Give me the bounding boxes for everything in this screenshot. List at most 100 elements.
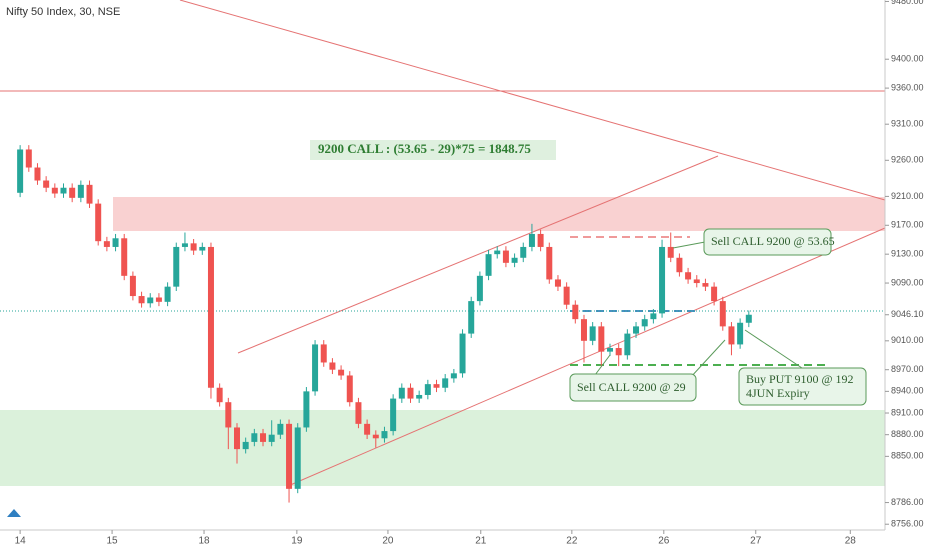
y-tick-label: 8786.00 (891, 497, 924, 507)
chart-title: Nifty 50 Index, 30, NSE (6, 6, 120, 18)
candle-body (598, 326, 605, 352)
candle-body (580, 319, 587, 341)
candle-body (719, 301, 726, 327)
y-tick-label: 9480.00 (891, 0, 924, 6)
candle-body (702, 283, 709, 287)
candle-body (346, 375, 353, 403)
callout (738, 367, 867, 406)
candle-body (520, 246, 527, 258)
candle-body (155, 297, 162, 302)
candle-body (190, 243, 197, 251)
candle-body (112, 238, 119, 247)
candle-body (476, 275, 483, 302)
candle-body (745, 314, 752, 323)
candle-body (398, 387, 405, 399)
candle-body (442, 378, 449, 388)
candle-body (216, 387, 223, 403)
candle-body (199, 246, 206, 251)
candle-body (355, 402, 362, 424)
y-tick-label: 9090.00 (891, 277, 924, 287)
y-tick-label: 8970.00 (891, 364, 924, 374)
candle-body (650, 313, 657, 320)
candle-body (320, 344, 327, 363)
candle-body (86, 184, 93, 204)
candle-body (303, 391, 310, 428)
candle-body (329, 362, 336, 370)
calc-annotation: 9200 CALL : (53.65 - 29)*75 = 1848.75 (318, 141, 531, 156)
callout-text: Sell CALL 9200 @ 53.65 (711, 234, 835, 248)
candle-body (546, 246, 553, 280)
candle-body (685, 272, 692, 280)
connector (594, 354, 611, 376)
candle-body (294, 427, 301, 489)
candle-body (659, 246, 666, 314)
candle-body (528, 233, 535, 247)
candle-body (225, 402, 232, 428)
candle-body (615, 348, 622, 356)
calc-box (310, 140, 556, 160)
candle-body (260, 433, 267, 442)
candle-body (103, 241, 110, 247)
y-tick-label: 9010.00 (891, 335, 924, 345)
candle-body (242, 441, 249, 450)
candle-body (589, 326, 596, 341)
candle-body (563, 286, 570, 305)
trend-line (179, 0, 886, 201)
candle-body (17, 149, 24, 193)
candle-body (51, 187, 58, 194)
candle-body (181, 243, 188, 247)
candle-body (207, 246, 214, 388)
candle-body (711, 286, 718, 302)
y-tick-label: 9400.00 (891, 54, 924, 64)
candle-body (737, 322, 744, 345)
channel-upper (237, 155, 719, 354)
y-tick-label: 9130.00 (891, 249, 924, 259)
connector (689, 339, 726, 379)
candle-body (129, 275, 136, 297)
candle-body (667, 246, 674, 258)
candle-body (268, 434, 275, 442)
connector (744, 329, 806, 371)
y-tick-label: 8910.00 (891, 407, 924, 417)
candle-body (372, 434, 379, 439)
candle-body (537, 233, 544, 247)
candle-body (164, 286, 171, 302)
candle-body (390, 398, 397, 432)
logo (7, 509, 21, 517)
candle-body (424, 384, 431, 395)
candle-body (554, 279, 561, 287)
y-tick-label: 8940.00 (891, 386, 924, 396)
x-tick-label: 26 (658, 536, 670, 547)
candle-body (633, 326, 640, 334)
candle-body (624, 333, 631, 356)
candle-body (459, 333, 466, 374)
x-tick-label: 19 (291, 536, 303, 547)
candle-body (364, 423, 371, 435)
x-tick-label: 28 (845, 536, 857, 547)
candle-body (433, 384, 440, 388)
x-tick-label: 15 (107, 536, 119, 547)
x-tick-label: 22 (566, 536, 578, 547)
candle-body (147, 297, 154, 304)
candle-body (511, 257, 518, 263)
candle-body (251, 433, 258, 442)
x-tick-label: 20 (382, 536, 394, 547)
candle-body (34, 167, 41, 181)
candle-body (43, 180, 50, 188)
candle-body (25, 149, 32, 168)
callout-text: 4JUN Expiry (746, 386, 810, 400)
connector (672, 241, 706, 249)
y-tick-label: 9170.00 (891, 220, 924, 230)
y-tick-label: 9310.00 (891, 119, 924, 129)
candle-body (69, 187, 76, 198)
candle-body (572, 304, 579, 320)
x-tick-label: 27 (750, 536, 762, 547)
candle-body (485, 254, 492, 276)
x-tick-label: 21 (475, 536, 487, 547)
y-tick-label: 9360.00 (891, 82, 924, 92)
candle-body (338, 369, 345, 376)
resistance-zone (113, 197, 885, 231)
candle-body (693, 279, 700, 284)
candle-body (286, 423, 293, 489)
